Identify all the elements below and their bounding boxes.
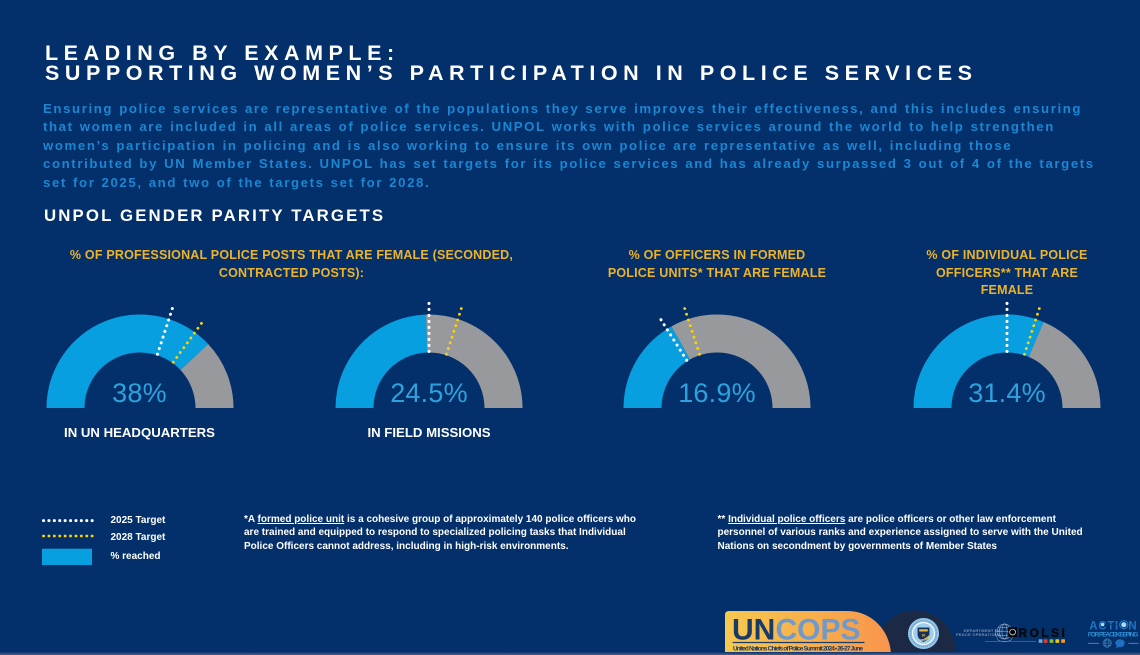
- svg-text:ACTI: ACTI: [1089, 620, 1118, 632]
- svg-text:ROLSI: ROLSI: [1019, 626, 1067, 640]
- svg-text:FOR PEACEKEEPING: FOR PEACEKEEPING: [1088, 632, 1138, 639]
- svg-text:N: N: [1128, 620, 1136, 632]
- svg-text:United Nations Chiefs of Polic: United Nations Chiefs of Police Summit 2…: [733, 646, 863, 653]
- svg-text:COPS: COPS: [776, 614, 861, 647]
- svg-text:90: 90: [922, 634, 926, 638]
- svg-text:UN: UN: [732, 614, 775, 647]
